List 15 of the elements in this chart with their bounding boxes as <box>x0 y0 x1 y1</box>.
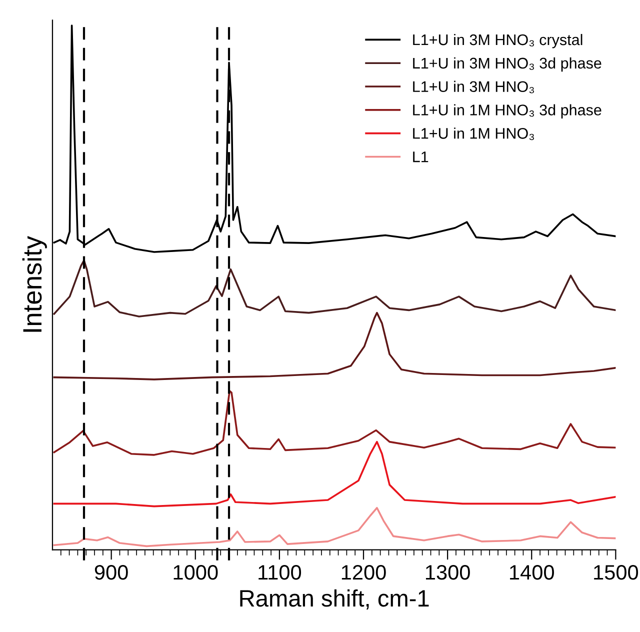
legend-label: L1+U in 1M HNO₃ <box>413 128 534 140</box>
x-tick-label: 1100 <box>258 564 302 580</box>
legend-label: L1+U in 1M HNO₃ 3d phase <box>413 104 602 118</box>
x-tick-label: 1500 <box>594 564 638 580</box>
legend-label: L1+U in 3M HNO₃ 3d phase <box>413 57 602 72</box>
legend-label: L1+U in 3M HNO₃ crystal <box>413 34 582 48</box>
y-axis-title: Intensity <box>22 236 47 332</box>
x-tick-label: 900 <box>94 564 128 580</box>
x-tick-label: 1200 <box>342 564 386 580</box>
x-tick-label: 1300 <box>426 564 470 580</box>
x-axis-title: Raman shift, cm-1 <box>240 589 429 610</box>
x-tick-label: 1400 <box>510 564 554 580</box>
legend-label: L1 <box>413 152 428 162</box>
legend-label: L1+U in 3M HNO₃ <box>413 80 534 94</box>
x-tick-label: 1000 <box>174 564 218 580</box>
